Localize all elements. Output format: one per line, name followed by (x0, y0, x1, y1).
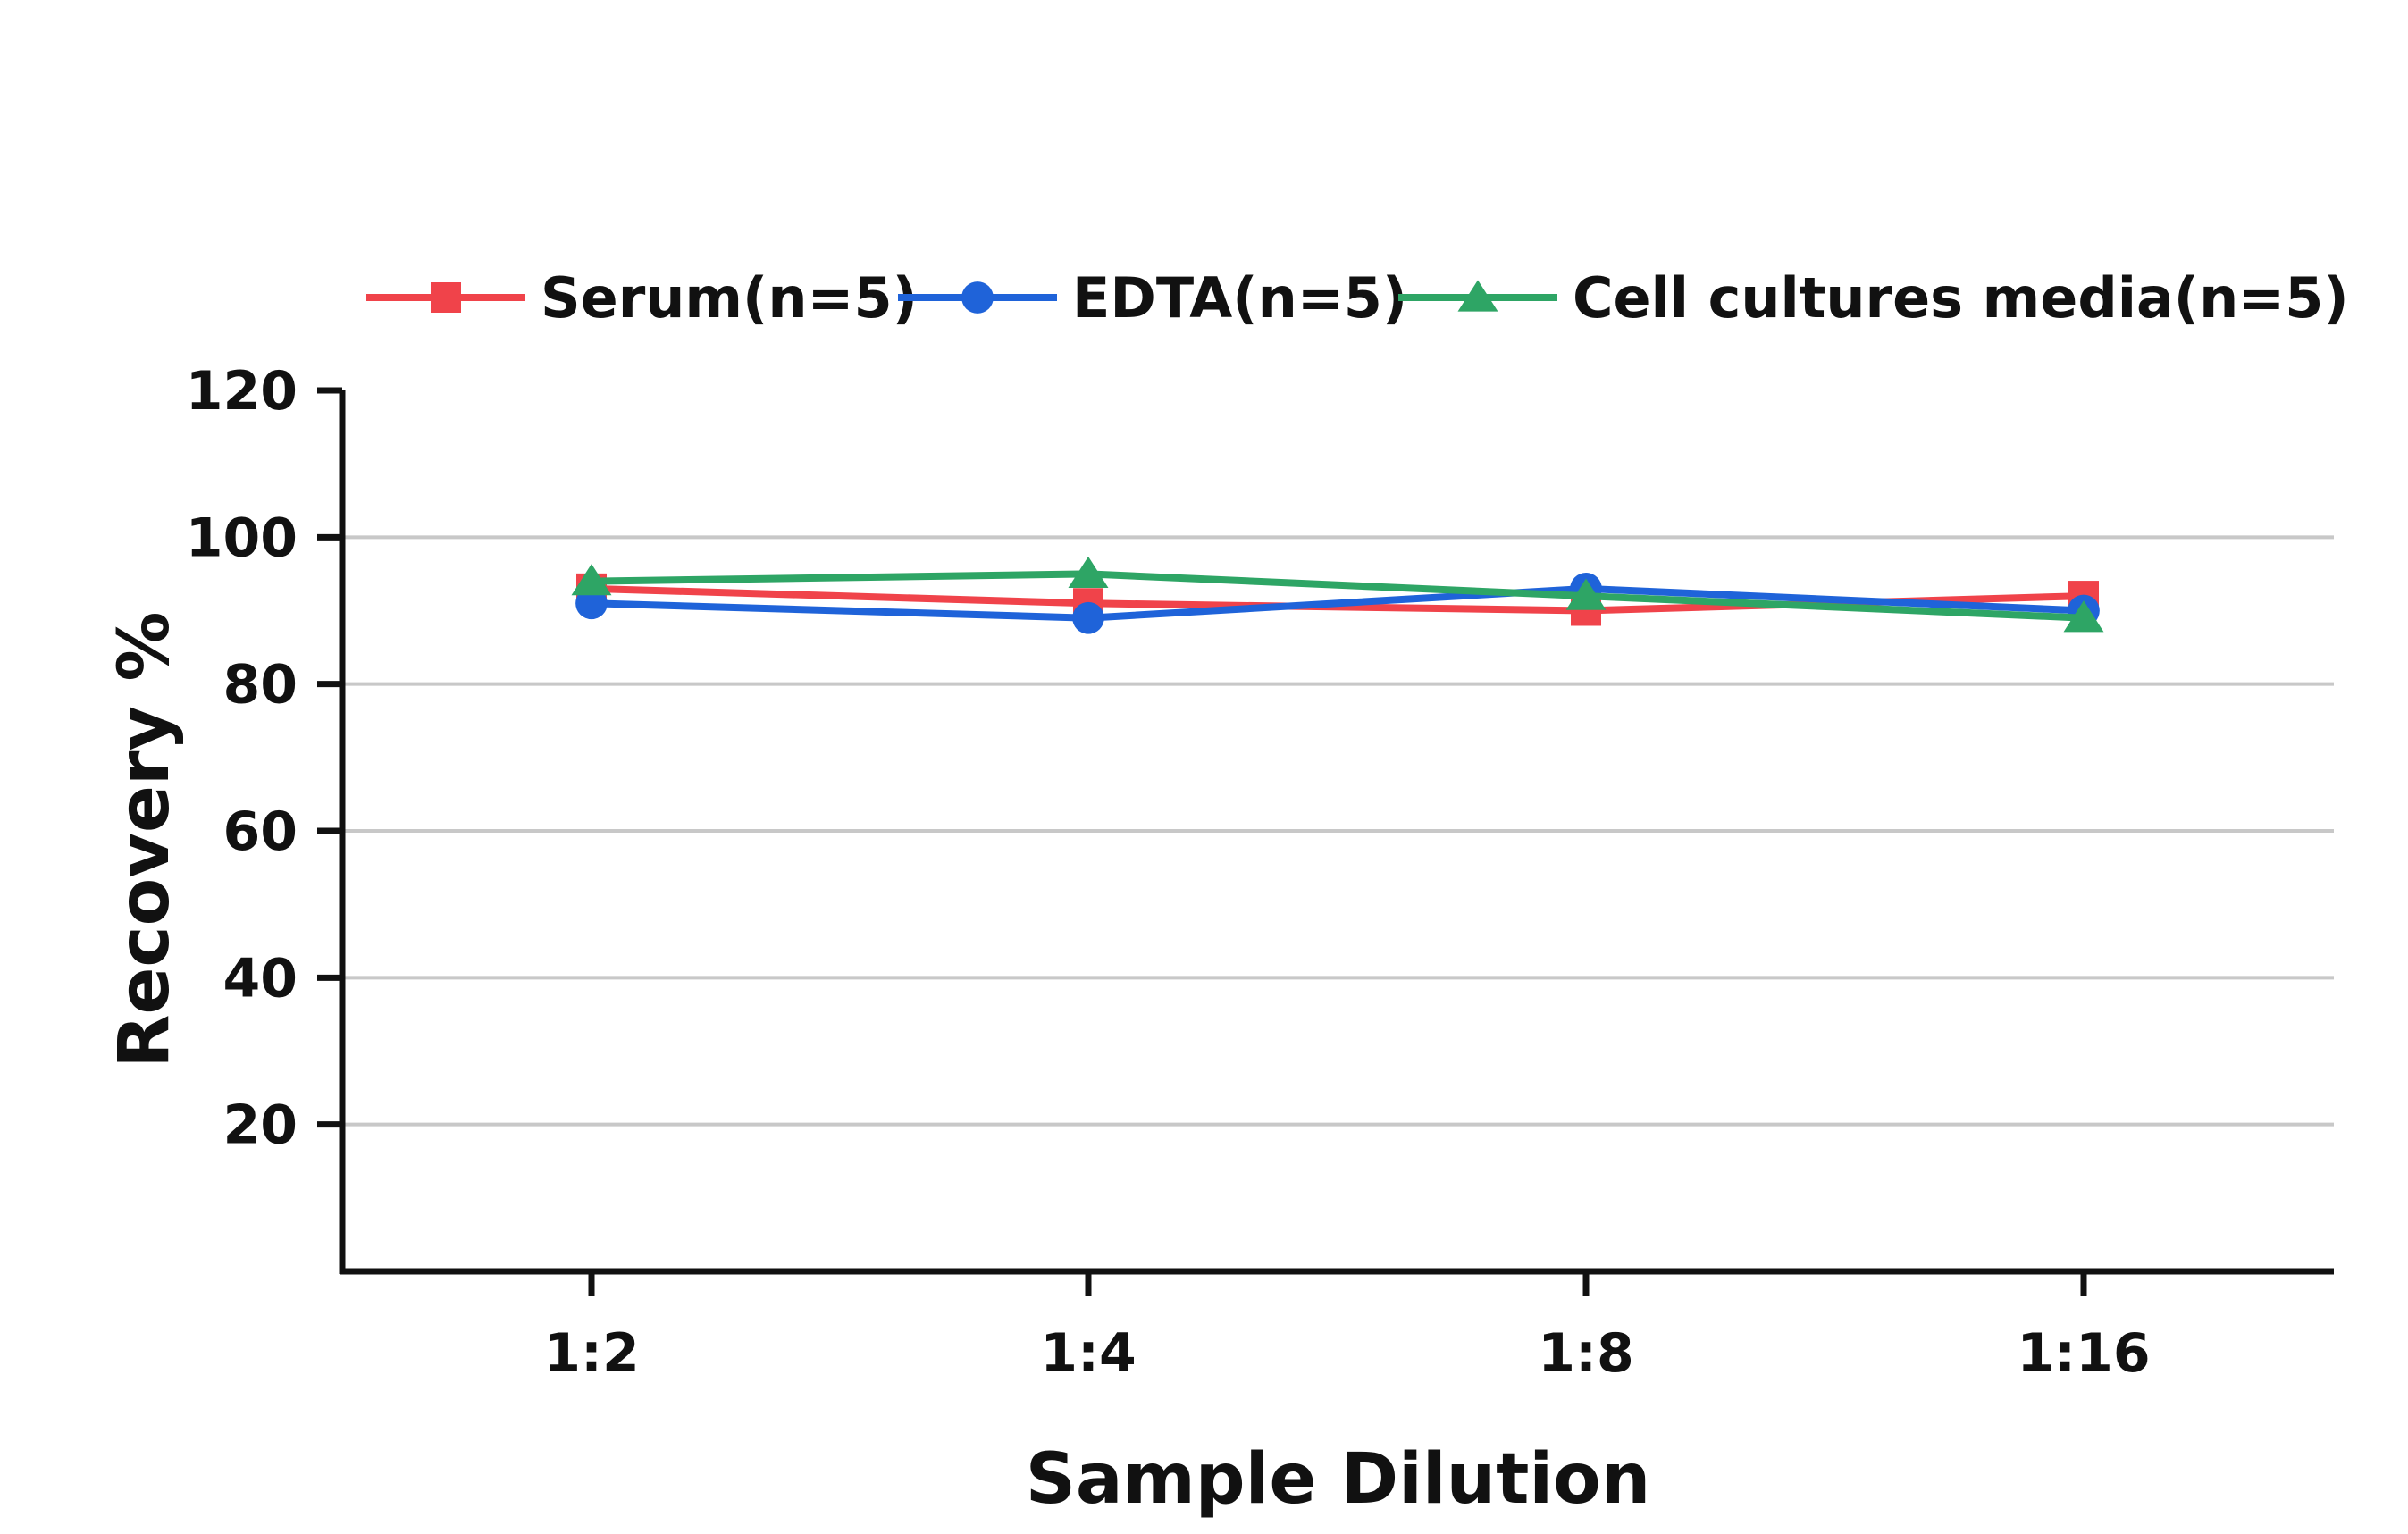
legend-label: EDTA(n=5) (1072, 265, 1407, 331)
legend-item-2: EDTA(n=5) (898, 265, 1407, 331)
data-point (2063, 600, 2104, 633)
y-tick-label: 100 (186, 507, 298, 569)
y-tick-label: 40 (223, 947, 298, 1010)
legend-label: Serum(n=5) (541, 265, 918, 331)
series-lines (571, 556, 2104, 634)
x-tick-label: 1:8 (1538, 1322, 1634, 1385)
y-tick-label: 120 (186, 360, 298, 423)
legend-label: Cell cultures media(n=5) (1573, 265, 2349, 331)
data-point (571, 564, 612, 596)
x-tick-label: 1:4 (1040, 1322, 1137, 1385)
legend-marker (1457, 280, 1498, 312)
data-point (1565, 578, 1607, 610)
series-3 (571, 556, 2104, 633)
data-point (1072, 601, 1104, 634)
y-axis-title: Recovery % (105, 611, 185, 1068)
y-tick-label: 80 (223, 654, 298, 717)
y-tick-label: 20 (223, 1094, 298, 1157)
data-point (1068, 556, 1109, 589)
x-axis-title: Sample Dilution (1026, 1439, 1651, 1520)
legend-item-1: Serum(n=5) (366, 265, 918, 331)
y-tick-label: 60 (223, 801, 298, 863)
legend-marker (431, 282, 461, 313)
x-tick-label: 1:2 (543, 1322, 640, 1385)
x-tick-label: 1:16 (2017, 1322, 2150, 1385)
legend-item-3: Cell cultures media(n=5) (1398, 265, 2349, 331)
legend: Serum(n=5) EDTA(n=5) Cell cultures media(n… (366, 265, 2349, 331)
axes: 20 40 60 80 100 120 1:2 1:4 1:8 1:16 (186, 360, 2334, 1385)
series-line (591, 570, 2085, 622)
series-line (591, 584, 2085, 615)
series-line (591, 584, 2085, 622)
data-point (575, 587, 608, 620)
legend-marker (961, 281, 994, 314)
gridlines (342, 535, 2334, 1127)
